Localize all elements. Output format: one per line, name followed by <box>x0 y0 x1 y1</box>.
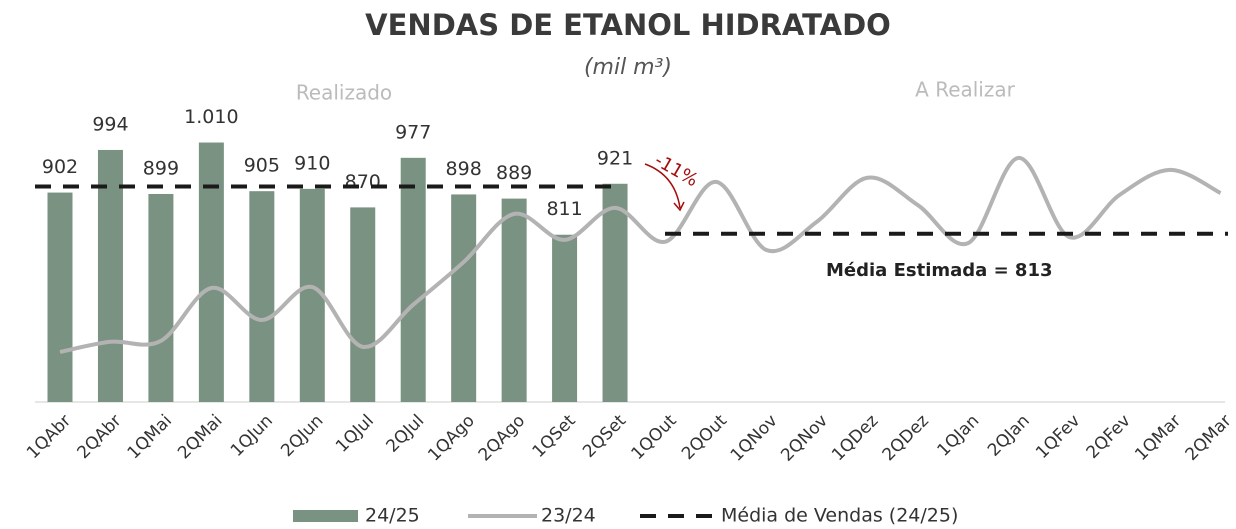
change-arrow-head <box>673 201 685 212</box>
x-tick-label: 2QMai <box>174 411 226 463</box>
x-tick-label: 1QAbr <box>23 411 75 463</box>
chart-title: VENDAS DE ETANOL HIDRATADO <box>365 8 891 42</box>
data-label: 899 <box>143 157 179 179</box>
x-tick-label: 1QFev <box>1032 411 1084 463</box>
data-label: 910 <box>294 152 330 174</box>
change-arrow <box>644 163 681 209</box>
x-tick-label: 1QAgo <box>424 411 478 465</box>
x-tick-label: 1QOut <box>628 411 681 464</box>
x-tick-label: 2QMar <box>1182 411 1236 465</box>
data-label: 870 <box>345 171 381 193</box>
x-tick-label: 2QSet <box>579 411 630 462</box>
bar <box>602 183 628 402</box>
x-tick-label: 2QJan <box>984 411 1034 461</box>
bar <box>451 194 477 402</box>
x-tick-label: 2QJun <box>277 411 327 461</box>
section-label: Realizado <box>296 81 392 105</box>
data-label: 977 <box>395 121 431 143</box>
data-label: 811 <box>546 198 582 220</box>
bar <box>350 207 376 402</box>
data-label: 994 <box>92 113 128 135</box>
x-tick-label: 1QJan <box>934 411 984 461</box>
x-tick-label: 1QMai <box>124 411 176 463</box>
data-label: 921 <box>597 147 633 169</box>
x-tick-label: 2QOut <box>678 411 731 464</box>
data-label: 902 <box>42 156 78 178</box>
legend-swatch <box>293 510 358 522</box>
bar <box>249 191 275 402</box>
x-tick-label: 2QNov <box>777 411 832 466</box>
x-tick-label: 1QDez <box>828 411 882 465</box>
bar <box>198 142 224 403</box>
line <box>59 155 1222 354</box>
x-tick-label: 2QDez <box>879 411 933 465</box>
x-tick-label: 1QJul <box>332 411 378 457</box>
x-tick-label: 2QAbr <box>73 411 125 463</box>
data-label: 889 <box>496 162 532 184</box>
data-label: 905 <box>244 155 280 177</box>
x-tick-label: 1QSet <box>529 411 580 462</box>
data-label: 1.010 <box>184 106 238 128</box>
x-tick-label: 2QFev <box>1083 411 1135 463</box>
x-tick-label: 2QAgo <box>475 411 529 465</box>
legend-label: 23/24 <box>541 505 596 527</box>
section-label: A Realizar <box>915 78 1015 102</box>
data-label: 898 <box>446 158 482 180</box>
legend-label: 24/25 <box>365 505 420 527</box>
bar <box>97 149 123 402</box>
bar <box>148 193 174 402</box>
bar <box>501 198 527 402</box>
bar <box>47 192 73 402</box>
x-tick-label: 1QMar <box>1131 411 1185 465</box>
bar <box>400 157 426 402</box>
x-tick-label: 2QJul <box>383 411 429 457</box>
x-tick-label: 1QNov <box>727 411 782 466</box>
x-tick-label: 1QJun <box>227 411 277 461</box>
estimated-mean-label: Média Estimada = 813 <box>826 260 1053 281</box>
chart-subtitle: (mil m³) <box>584 55 672 80</box>
legend-label: Média de Vendas (24/25) <box>721 505 958 527</box>
bar <box>552 234 578 402</box>
